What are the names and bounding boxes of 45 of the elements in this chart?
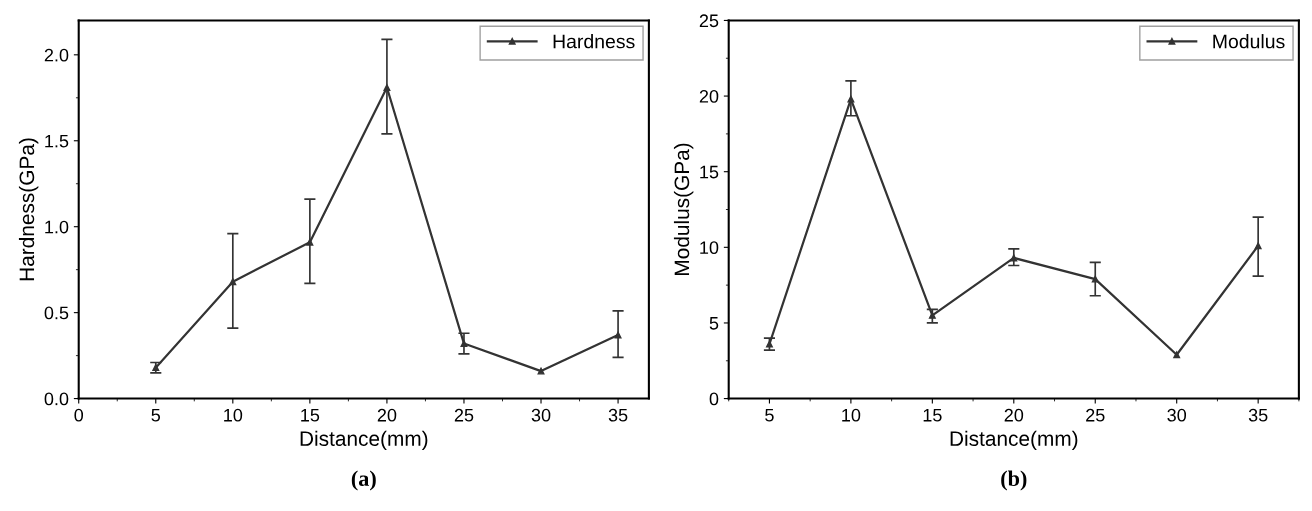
x-tick-label: 0 [74,408,84,422]
point [383,84,391,91]
x-tick-label: 25 [1086,408,1105,422]
x-tick-label: 25 [454,408,474,422]
y-tick-label: 2.0 [44,48,69,62]
y-tick-label: 1.5 [45,134,69,148]
y-tick-label: 20 [699,90,719,103]
text: (a) [351,470,376,491]
x-tick-label: 10 [842,408,861,422]
x-axis-title: Distance(mm) [950,430,1078,451]
y-axis-title: Modulus(GPa) [673,143,694,275]
y-tick-label: 1.0 [45,220,69,234]
x-tick-label: 5 [151,408,161,422]
y-axis-title: Hardness(GPa) [18,138,39,281]
point [229,278,237,286]
y-tick-label: 0.0 [44,392,69,406]
x-tick-label: 5 [765,408,774,422]
y-tick-label: 25 [699,14,719,28]
point [1173,351,1181,359]
x-tick-label: 30 [1167,408,1187,422]
x-tick-label: 20 [1004,408,1024,422]
x-tick-label: 35 [1248,408,1268,422]
x-tick-label: 30 [531,408,551,422]
y-tick-label: 10 [700,241,719,255]
x-tick-label: 15 [301,408,320,422]
point [1010,254,1018,262]
legend-label: Hardness [553,34,635,49]
legend-label: Modulus [1213,34,1285,49]
point [1091,275,1099,283]
y-tick-label: 5 [709,317,719,330]
x-axis-title: Distance(mm) [300,430,428,451]
point [537,367,545,375]
point [928,311,936,319]
point [460,340,468,348]
point [847,95,855,103]
text: (b) [1001,470,1027,491]
y-tick-label: 0.5 [44,306,69,320]
point [1254,242,1262,250]
y-tick-label: 15 [700,165,719,179]
x-tick-label: 35 [608,408,628,422]
x-tick-label: 15 [923,408,942,422]
y-tick-label: 0 [709,392,719,406]
x-tick-label: 10 [224,408,243,422]
x-tick-label: 20 [377,408,397,422]
point [306,238,314,246]
